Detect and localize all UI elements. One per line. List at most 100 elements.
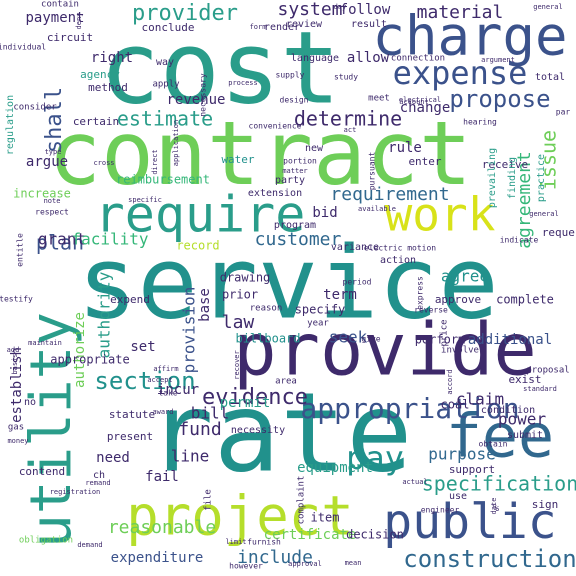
word-equipment: equipment: [297, 460, 373, 476]
word-mean: mean: [345, 559, 362, 567]
word-ch: ch: [93, 470, 105, 481]
word-general: general: [529, 210, 559, 218]
word-approval: approval: [288, 560, 322, 568]
word-contract: contract: [48, 102, 472, 205]
word-service: service: [77, 224, 498, 341]
word-requirement: requirement: [330, 184, 449, 205]
word-day: day: [334, 3, 347, 11]
word-give: give: [361, 335, 380, 344]
word-plan: plan: [36, 231, 84, 255]
word-specific: specific: [128, 196, 162, 204]
word-allow: allow: [347, 50, 390, 66]
word-charge: charge: [372, 5, 567, 68]
word-term: term: [323, 287, 357, 303]
word-registration: registration: [50, 488, 101, 496]
word-supply: supply: [276, 71, 305, 80]
word-fund: fund: [178, 419, 221, 440]
word-remand: remand: [85, 479, 110, 487]
word-seek: seek: [329, 328, 368, 347]
word-authority: authority: [95, 271, 114, 358]
word-recover: recover: [233, 350, 241, 380]
word-render: render: [264, 22, 300, 33]
word-electric-motion: electric motion: [364, 244, 436, 253]
word-act: act: [344, 126, 357, 134]
word-approve: approve: [435, 293, 481, 306]
word-price: price: [440, 319, 450, 346]
word-receive: receive: [482, 158, 528, 171]
word-work: work: [385, 188, 496, 242]
word-construction: construction: [403, 545, 576, 573]
word-accept: accept: [147, 376, 172, 384]
word-water: water: [221, 153, 254, 166]
word-method: method: [88, 81, 128, 94]
word-expense: expense: [393, 54, 528, 92]
word-file: file: [204, 489, 214, 511]
word-base: base: [197, 288, 213, 322]
word-furnish: furnish: [247, 538, 281, 547]
word-language: language: [291, 53, 339, 64]
word-consider: consider: [13, 103, 57, 113]
word-increase: increase: [13, 187, 71, 201]
word-gas: gas: [8, 423, 24, 433]
word-design: design: [280, 96, 309, 105]
word-enter: enter: [408, 155, 441, 168]
word-system: system: [277, 0, 342, 20]
word-however: however: [229, 562, 263, 571]
word-establish: establish: [9, 347, 25, 423]
word-money: money: [7, 437, 28, 445]
word-area: area: [275, 377, 297, 387]
word-finding: finding: [507, 157, 518, 199]
word-individual: individual: [0, 43, 46, 52]
word-sign: sign: [532, 498, 559, 511]
word-pay: pay: [346, 439, 404, 477]
word-decision: decision: [346, 528, 404, 542]
word-need: need: [96, 450, 130, 466]
word-fee: fee: [446, 402, 554, 472]
word-take: take: [158, 389, 177, 398]
word-complete: complete: [496, 293, 554, 307]
word-rate: rate: [148, 368, 413, 496]
word-new: new: [305, 143, 324, 154]
word-involve: involve: [441, 346, 479, 356]
word-argument: argument: [481, 56, 515, 64]
word-customer: customer: [255, 229, 342, 250]
word-issue: issue: [537, 130, 561, 190]
word-award: award: [152, 408, 173, 416]
word-estimate: estimate: [117, 107, 213, 131]
word-indicate: indicate: [500, 236, 539, 245]
word-account: account: [399, 98, 429, 106]
word-type: type: [45, 148, 62, 156]
word-purpose: purpose: [428, 445, 495, 464]
word-convenience: convenience: [249, 122, 302, 131]
word-power: power: [498, 410, 547, 429]
word-include: include: [237, 547, 313, 568]
word-respect: respect: [35, 208, 69, 217]
word-agency: agency: [80, 68, 120, 81]
word-practice: practice: [536, 154, 547, 202]
word-fail: fail: [145, 469, 179, 485]
word-follow: follow: [340, 2, 391, 18]
word-grant: grant: [38, 230, 86, 249]
word-cost: cost: [100, 9, 341, 126]
word-perform: perform: [415, 333, 466, 347]
word-reimbursement: reimbursement: [116, 173, 210, 187]
word-set: set: [130, 339, 155, 355]
word-affirm: affirm: [153, 365, 178, 373]
word-rule: rule: [388, 140, 422, 156]
word-express: express: [416, 276, 425, 310]
word-right: right: [91, 50, 133, 66]
word-item: item: [311, 511, 340, 525]
word-statute: statute: [109, 408, 155, 421]
word-request: request: [542, 226, 576, 239]
word-cross: cross: [93, 159, 114, 167]
word-submit: submit: [507, 430, 543, 441]
word-exist: exist: [508, 373, 541, 386]
word-meet: meet: [368, 94, 390, 104]
word-payment: payment: [25, 10, 84, 26]
word-bill: bill: [191, 404, 230, 423]
word-appropriation: appropriation: [300, 392, 519, 425]
word-utility: utility: [19, 312, 84, 548]
word-authorize: authorize: [72, 312, 88, 388]
word-general: general: [533, 3, 563, 11]
word-study: study: [334, 73, 358, 82]
